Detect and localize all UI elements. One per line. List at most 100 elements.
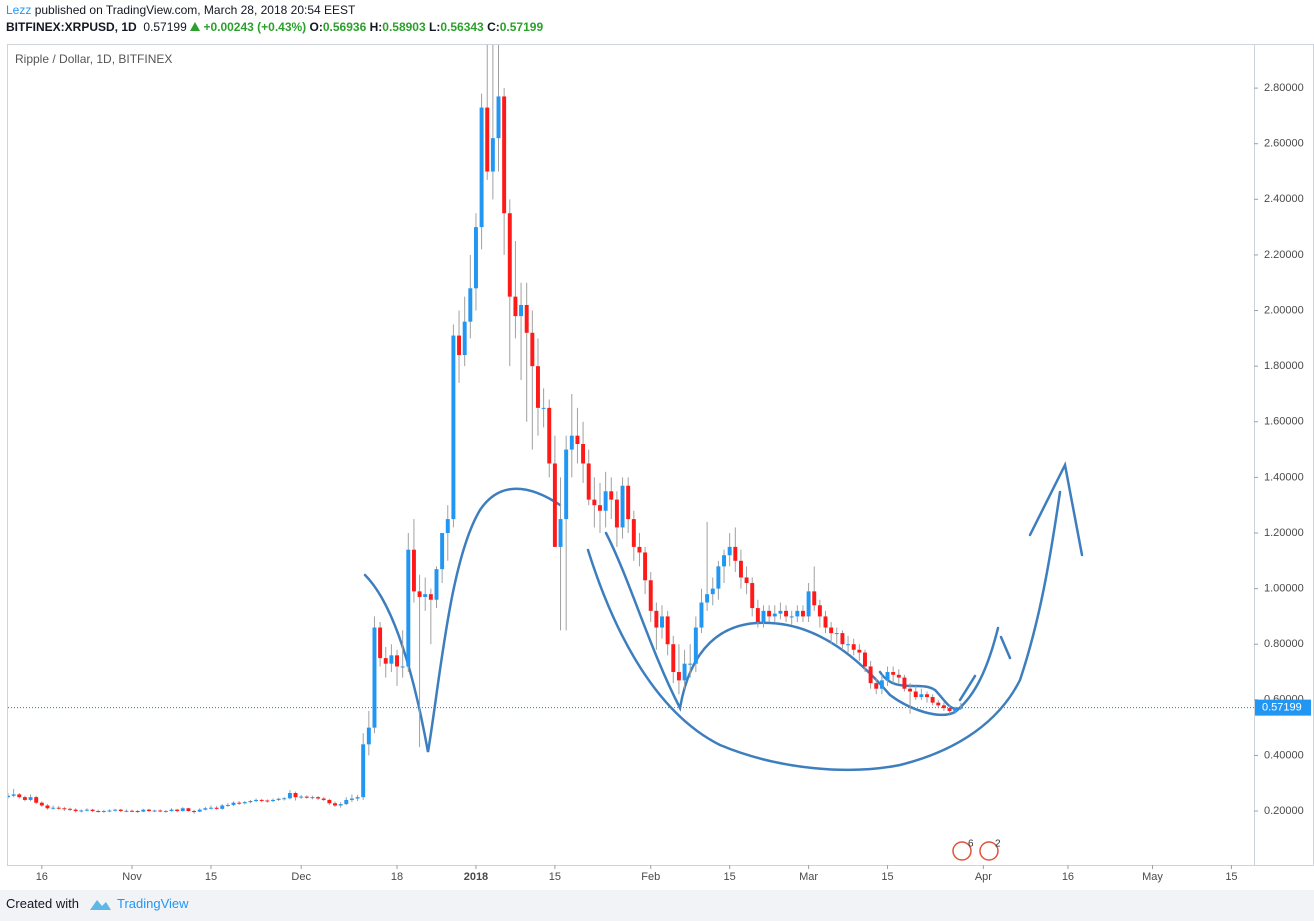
candle-body xyxy=(163,811,168,813)
candle-body xyxy=(784,610,789,617)
y-tick-label: 2.40000 xyxy=(1264,193,1304,205)
candle-body xyxy=(457,335,462,356)
footer-text: Created with xyxy=(6,896,79,911)
candle-body xyxy=(248,801,253,803)
candle-body xyxy=(620,485,625,528)
author[interactable]: Lezz xyxy=(6,3,32,17)
candle-body xyxy=(490,138,495,172)
x-tick-label: Mar xyxy=(799,871,818,883)
candle-body xyxy=(169,809,174,812)
candle-body xyxy=(220,805,225,809)
ohlc-value: 0.57199 xyxy=(499,20,544,34)
candle-body xyxy=(395,655,399,667)
candle-body xyxy=(428,594,433,600)
candle-body xyxy=(840,633,845,645)
candle-body xyxy=(485,107,490,172)
candle-body xyxy=(79,810,84,812)
candle-body xyxy=(598,505,602,511)
candles xyxy=(8,45,963,814)
last: 0.57199 xyxy=(143,20,187,34)
candle-body xyxy=(812,591,817,606)
candle-body xyxy=(710,588,715,595)
x-tick-label: May xyxy=(1142,871,1163,883)
ohlc-label: C: xyxy=(487,20,500,34)
candle-body xyxy=(660,616,664,628)
y-tick-label: 2.00000 xyxy=(1264,304,1304,316)
candle-body xyxy=(321,798,326,800)
candle-body xyxy=(507,213,512,297)
candle-body xyxy=(208,807,213,809)
candle-body xyxy=(575,435,580,445)
candle-body xyxy=(310,797,315,799)
footer-brand[interactable]: TradingView xyxy=(117,896,189,911)
candle-body xyxy=(637,546,642,553)
candle-body xyxy=(885,672,890,681)
candle-body xyxy=(327,799,332,804)
candle-body xyxy=(693,627,698,664)
candle-body xyxy=(101,811,106,813)
y-tick-label: 1.00000 xyxy=(1264,583,1304,595)
y-tick-label: 2.80000 xyxy=(1264,82,1304,94)
x-tick-label: 15 xyxy=(881,871,893,883)
symbol: BITFINEX:XRPUSD, 1D xyxy=(6,20,137,34)
candle-body xyxy=(254,799,259,802)
candle-body xyxy=(406,549,411,667)
candle-body xyxy=(524,304,529,333)
candle-body xyxy=(62,808,67,810)
y-tick-label: 0.40000 xyxy=(1264,749,1304,761)
candle-body xyxy=(17,794,22,798)
candle-body xyxy=(733,546,738,561)
candle-body xyxy=(592,499,597,506)
candle-body xyxy=(626,485,631,520)
candle-body xyxy=(473,227,478,289)
candle-body xyxy=(614,499,619,528)
candle-body xyxy=(186,808,191,812)
x-tick-label: 16 xyxy=(36,871,48,883)
candle-body xyxy=(242,802,247,804)
candle-body xyxy=(299,796,304,798)
candle-body xyxy=(930,697,935,703)
y-tick-label: 1.20000 xyxy=(1264,527,1304,539)
candle-body xyxy=(947,708,952,711)
candle-body xyxy=(829,627,834,634)
candle-body xyxy=(519,304,524,317)
candle-body xyxy=(180,808,185,812)
candle-body xyxy=(863,652,867,667)
candle-body xyxy=(823,616,828,628)
candle-body xyxy=(902,677,907,689)
candle-body xyxy=(874,683,879,689)
candle-body xyxy=(146,809,151,812)
candle-body xyxy=(141,809,146,812)
candle-body xyxy=(282,798,287,800)
candle-body xyxy=(496,96,501,139)
candle-body xyxy=(569,435,574,450)
candle-body xyxy=(682,663,687,681)
candle-body xyxy=(699,602,704,628)
candle-body xyxy=(107,810,112,812)
candle-body xyxy=(259,799,264,801)
candle-body xyxy=(772,613,777,617)
candle-body xyxy=(547,407,552,464)
candle-body xyxy=(643,552,648,581)
candle-body xyxy=(51,807,56,809)
candle-body xyxy=(879,680,884,689)
candle-body xyxy=(383,658,388,664)
candle-body xyxy=(665,616,670,645)
candle-body xyxy=(96,811,101,813)
y-tick-label: 2.20000 xyxy=(1264,249,1304,261)
candle-body xyxy=(56,807,61,809)
x-tick-label: Dec xyxy=(291,871,311,883)
candle-body xyxy=(936,702,941,706)
candle-body xyxy=(800,610,805,617)
candle-body xyxy=(316,797,321,799)
header: Lezz published on TradingView.com, March… xyxy=(6,2,543,36)
candle-body xyxy=(423,594,428,597)
published: published on TradingView.com, March 28, … xyxy=(34,3,356,17)
candle-body xyxy=(530,332,535,367)
candle-body xyxy=(603,491,608,511)
candle-body xyxy=(34,797,39,803)
candle-body xyxy=(857,649,862,653)
y-tick-label: 1.60000 xyxy=(1264,416,1304,428)
candle-body xyxy=(22,797,27,800)
